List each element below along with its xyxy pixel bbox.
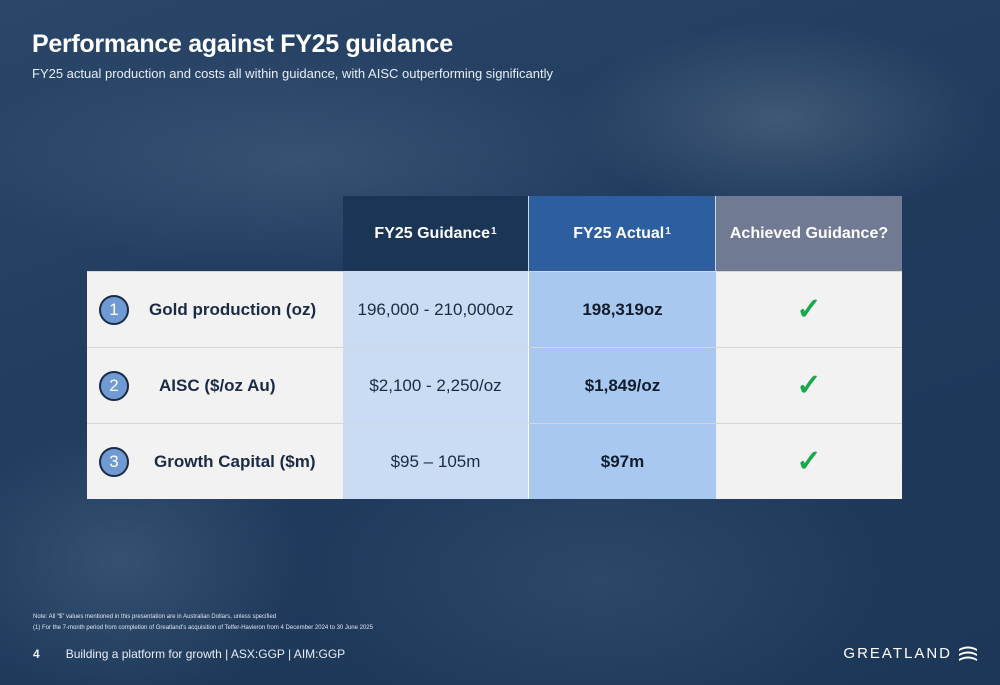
- header-guidance: FY25 Guidance 1: [343, 196, 529, 271]
- footnote-period: (1) For the 7-month period from completi…: [33, 625, 373, 631]
- header-actual-footnote: 1: [665, 226, 671, 237]
- row-number-badge: 1: [99, 294, 129, 325]
- logo-text: GREATLAND: [843, 644, 952, 662]
- table-row: 3 Growth Capital ($m) $95 – 105m $97m ✓: [87, 423, 902, 499]
- row-label: Growth Capital ($m): [154, 451, 316, 471]
- row-label: Gold production (oz): [149, 299, 317, 319]
- achieved-cell: ✓: [716, 424, 902, 499]
- table-row: 1 Gold production (oz) 196,000 - 210,000…: [87, 271, 902, 347]
- page-number: 4: [33, 647, 40, 661]
- header-actual: FY25 Actual 1: [529, 196, 716, 271]
- row-label-cell: 2 AISC ($/oz Au): [87, 348, 343, 423]
- achieved-cell: ✓: [716, 348, 902, 423]
- header-actual-text: FY25 Actual: [573, 224, 665, 242]
- header-achieved-text: Achieved Guidance?: [729, 224, 889, 242]
- header-guidance-footnote: 1: [491, 226, 497, 237]
- header-empty-cell: [87, 196, 343, 271]
- row-label: AISC ($/oz Au): [159, 375, 276, 395]
- guidance-cell: $95 – 105m: [343, 424, 529, 499]
- achieved-cell: ✓: [716, 272, 902, 347]
- guidance-cell: 196,000 - 210,000oz: [343, 272, 529, 347]
- greatland-logo: GREATLAND: [843, 643, 978, 663]
- check-icon: ✓: [796, 368, 822, 402]
- actual-cell: 198,319oz: [529, 272, 716, 347]
- row-label-cell: 1 Gold production (oz): [87, 272, 343, 347]
- table-header-row: FY25 Guidance 1 FY25 Actual 1 Achieved Gui…: [87, 196, 902, 271]
- check-icon: ✓: [796, 292, 822, 326]
- logo-mark-icon: [959, 646, 977, 661]
- footer-text: Building a platform for growth | ASX:GGP…: [65, 647, 346, 661]
- check-icon: ✓: [796, 444, 822, 478]
- slide-footer: 4 Building a platform for growth | ASX:G…: [33, 647, 345, 661]
- slide-subtitle: FY25 actual production and costs all wit…: [32, 66, 554, 81]
- row-number-badge: 3: [99, 446, 129, 477]
- table-row: 2 AISC ($/oz Au) $2,100 - 2,250/oz $1,84…: [87, 347, 902, 423]
- footnote-currency: Note: All “$” values mentioned in this p…: [33, 614, 277, 620]
- slide-title: Performance against FY25 guidance: [32, 30, 453, 58]
- guidance-cell: $2,100 - 2,250/oz: [343, 348, 529, 423]
- header-guidance-text: FY25 Guidance: [374, 224, 491, 242]
- actual-cell: $97m: [529, 424, 716, 499]
- guidance-table: FY25 Guidance 1 FY25 Actual 1 Achieved Gui…: [87, 196, 902, 499]
- actual-cell: $1,849/oz: [529, 348, 716, 423]
- row-number-badge: 2: [99, 370, 129, 401]
- header-achieved: Achieved Guidance?: [716, 196, 902, 271]
- row-label-cell: 3 Growth Capital ($m): [87, 424, 343, 499]
